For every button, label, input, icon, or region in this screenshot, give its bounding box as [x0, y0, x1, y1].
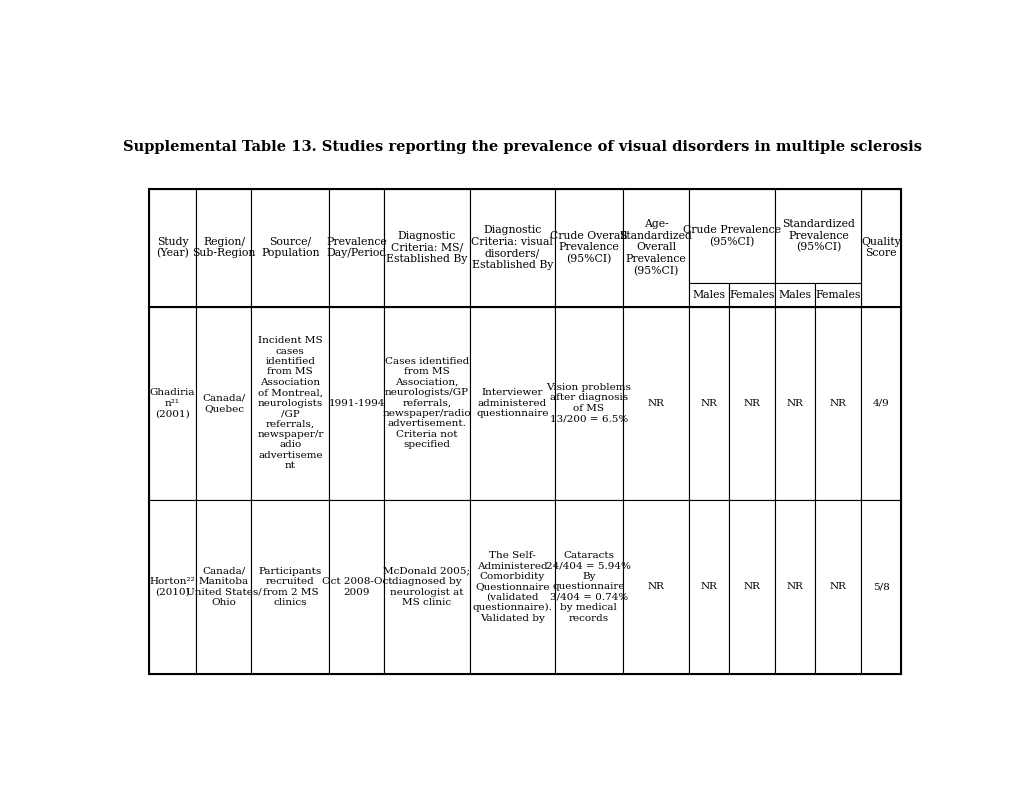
Text: Males: Males	[692, 290, 725, 300]
Text: 5/8: 5/8	[871, 582, 889, 591]
Bar	[384, 307, 469, 500]
Bar	[252, 307, 329, 500]
Bar	[149, 188, 900, 674]
Bar	[689, 500, 728, 674]
Text: NR: NR	[828, 582, 846, 591]
Bar	[689, 283, 728, 307]
Text: NR: NR	[786, 399, 803, 407]
Bar	[623, 307, 689, 500]
Bar	[774, 500, 814, 674]
Bar	[774, 307, 814, 500]
Bar	[774, 188, 860, 283]
Text: Ghadiria
n²¹
(2001): Ghadiria n²¹ (2001)	[150, 388, 196, 418]
Bar	[197, 188, 252, 307]
Bar	[814, 500, 860, 674]
Bar	[469, 500, 554, 674]
Text: Age-
Standardized
Overall
Prevalence
(95%CI): Age- Standardized Overall Prevalence (95…	[619, 219, 692, 276]
Text: Canada/
Manitoba
United States/
Ohio: Canada/ Manitoba United States/ Ohio	[185, 567, 262, 607]
Text: Diagnostic
Criteria: visual
disorders/
Established By: Diagnostic Criteria: visual disorders/ E…	[471, 225, 552, 270]
Text: Study
(Year): Study (Year)	[156, 236, 189, 258]
Text: NR: NR	[743, 582, 759, 591]
Bar	[728, 500, 774, 674]
Text: Interviewer
administered
questionnaire: Interviewer administered questionnaire	[476, 388, 548, 418]
Text: NR: NR	[700, 582, 716, 591]
Bar	[469, 188, 554, 307]
Bar	[149, 188, 197, 307]
Text: Crude Overall
Prevalence
(95%CI): Crude Overall Prevalence (95%CI)	[549, 231, 627, 264]
Bar	[252, 188, 329, 307]
Text: Females: Females	[814, 290, 860, 300]
Text: McDonald 2005;
diagnosed by
neurologist at
MS clinic: McDonald 2005; diagnosed by neurologist …	[383, 567, 470, 607]
Text: NR: NR	[786, 582, 803, 591]
Bar	[384, 500, 469, 674]
Bar	[814, 307, 860, 500]
Bar	[774, 283, 814, 307]
Bar	[384, 188, 469, 307]
Text: Region/
Sub-Region: Region/ Sub-Region	[192, 236, 256, 258]
Text: Incident MS
cases
identified
from MS
Association
of Montreal,
neurologists
/GP
r: Incident MS cases identified from MS Ass…	[257, 336, 323, 470]
Text: 4/9: 4/9	[871, 399, 889, 407]
Text: Canada/
Quebec: Canada/ Quebec	[202, 393, 246, 413]
Bar	[623, 500, 689, 674]
Text: NR: NR	[743, 399, 759, 407]
Text: Source/
Population: Source/ Population	[261, 236, 319, 258]
Bar	[860, 500, 900, 674]
Bar	[469, 307, 554, 500]
Bar	[554, 188, 623, 307]
Text: Crude Prevalence
(95%CI): Crude Prevalence (95%CI)	[683, 225, 781, 247]
Bar	[197, 307, 252, 500]
Text: NR: NR	[700, 399, 716, 407]
Text: NR: NR	[647, 582, 663, 591]
Bar	[554, 307, 623, 500]
Bar	[329, 188, 384, 307]
Bar	[689, 188, 774, 283]
Text: Vision problems
after diagnosis
of MS
13/200 = 6.5%: Vision problems after diagnosis of MS 13…	[546, 383, 631, 423]
Text: Prevalence
Day/Period: Prevalence Day/Period	[326, 236, 387, 258]
Text: Females: Females	[729, 290, 773, 300]
Bar	[860, 307, 900, 500]
Text: The Self-
Administered
Comorbidity
Questionnaire
(validated
questionnaire).
Vali: The Self- Administered Comorbidity Quest…	[472, 551, 551, 623]
Text: Cataracts
24/404 = 5.94%
By
questionnaire
3/404 = 0.74%
by medical
records: Cataracts 24/404 = 5.94% By questionnair…	[546, 551, 631, 623]
Bar	[554, 500, 623, 674]
Text: Males: Males	[777, 290, 811, 300]
Bar	[149, 500, 197, 674]
Text: Supplemental Table 13. Studies reporting the prevalence of visual disorders in m: Supplemental Table 13. Studies reporting…	[123, 140, 921, 154]
Bar	[197, 500, 252, 674]
Text: Diagnostic
Criteria: MS/
Established By: Diagnostic Criteria: MS/ Established By	[386, 231, 467, 264]
Text: Standardized
Prevalence
(95%CI): Standardized Prevalence (95%CI)	[782, 219, 854, 253]
Text: Participants
recruited
from 2 MS
clinics: Participants recruited from 2 MS clinics	[259, 567, 322, 607]
Text: NR: NR	[828, 399, 846, 407]
Bar	[149, 307, 197, 500]
Text: Oct 2008-Oct
2009: Oct 2008-Oct 2009	[321, 577, 391, 597]
Bar	[860, 188, 900, 307]
Bar	[728, 307, 774, 500]
Text: NR: NR	[647, 399, 663, 407]
Bar	[252, 500, 329, 674]
Bar	[329, 307, 384, 500]
Text: Horton²²
(2010): Horton²² (2010)	[150, 577, 196, 597]
Text: 1991-1994: 1991-1994	[328, 399, 384, 407]
Bar	[689, 307, 728, 500]
Bar	[814, 283, 860, 307]
Text: Quality
Score: Quality Score	[860, 236, 900, 258]
Bar	[623, 188, 689, 307]
Bar	[728, 283, 774, 307]
Bar	[329, 500, 384, 674]
Text: Cases identified
from MS
Association,
neurologists/GP
referrals,
newspaper/radio: Cases identified from MS Association, ne…	[382, 357, 471, 449]
